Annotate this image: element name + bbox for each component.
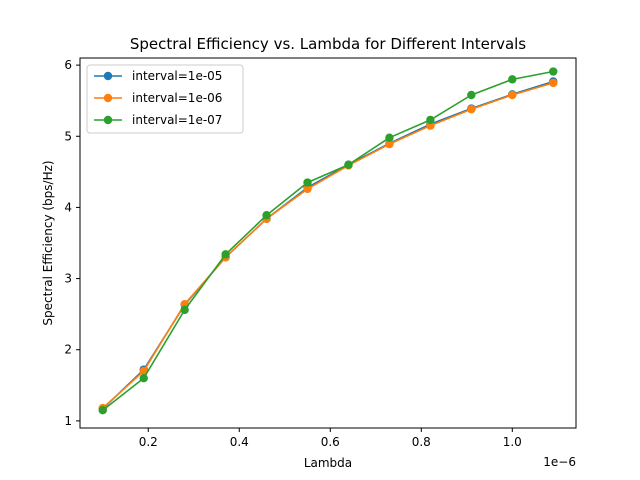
y-tick-label: 3 — [64, 272, 72, 286]
data-point — [508, 75, 517, 84]
data-point — [221, 250, 230, 259]
legend-marker — [103, 93, 113, 103]
series-line — [102, 82, 554, 409]
y-tick-label: 1 — [64, 414, 72, 428]
x-axis-offset-label: 1e−6 — [543, 455, 576, 469]
legend-marker — [103, 115, 113, 125]
y-axis-label: Spectral Efficiency (bps/Hz) — [41, 160, 55, 325]
plot-frame — [79, 57, 577, 429]
data-point — [180, 305, 189, 315]
chart-title: Spectral Efficiency vs. Lambda for Diffe… — [130, 35, 526, 53]
x-axis-ticks: 0.2 0.4 0.6 0.8 1.0 — [139, 428, 522, 449]
data-point — [385, 133, 394, 142]
y-tick-label: 2 — [64, 343, 72, 357]
data-point — [139, 373, 148, 383]
data-point — [508, 90, 517, 100]
legend-marker — [103, 71, 113, 81]
x-tick-label: 0.2 — [139, 435, 158, 449]
legend-label: interval=1e-05 — [132, 69, 222, 83]
data-point — [467, 105, 476, 114]
legend-item: interval=1e-07 — [94, 113, 222, 127]
legend: interval=1e-05 interval=1e-06 interval=1e-… — [86, 64, 244, 134]
data-point — [549, 67, 558, 76]
data-point — [426, 115, 435, 125]
x-tick-label: 0.4 — [230, 435, 249, 449]
legend-item: interval=1e-06 — [94, 91, 222, 105]
data-point — [549, 78, 558, 88]
x-axis-label: Lambda — [304, 456, 352, 470]
data-point — [303, 178, 312, 187]
legend-label: interval=1e-06 — [132, 91, 222, 105]
data-point — [98, 406, 107, 415]
series-layer — [98, 67, 558, 415]
data-point — [385, 139, 394, 149]
y-tick-label: 4 — [64, 200, 72, 214]
x-tick-label: 0.6 — [321, 435, 340, 449]
legend-box — [86, 64, 244, 134]
legend-item: interval=1e-05 — [94, 69, 222, 83]
x-tick-label: 1.0 — [503, 435, 522, 449]
y-axis-ticks: 1 2 3 4 5 6 — [64, 58, 80, 428]
series-line — [102, 70, 554, 411]
legend-label: interval=1e-07 — [132, 113, 222, 127]
data-point — [344, 160, 353, 169]
data-point — [262, 211, 271, 220]
y-tick-label: 5 — [64, 129, 72, 143]
y-tick-label: 6 — [64, 58, 72, 72]
x-tick-label: 0.8 — [412, 435, 431, 449]
series-3 — [98, 67, 558, 415]
data-point — [303, 184, 312, 194]
data-point — [467, 90, 476, 100]
